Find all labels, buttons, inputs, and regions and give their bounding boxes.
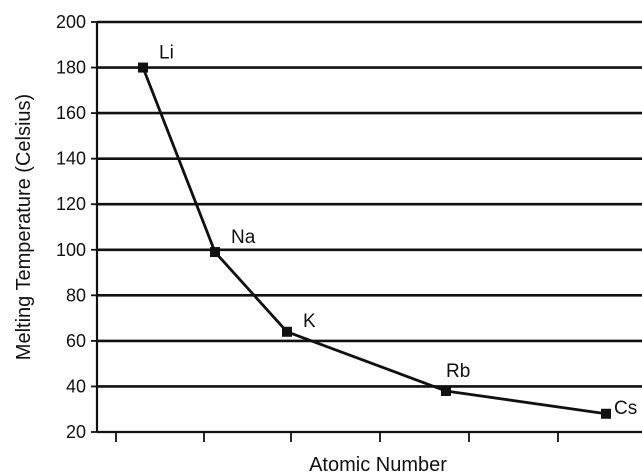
- data-point-rb: [441, 386, 451, 396]
- y-tick-label-160: 160: [56, 103, 86, 123]
- data-point-na: [210, 247, 220, 258]
- x-axis-title: Atomic Number: [309, 454, 447, 474]
- point-label-cs: Cs: [614, 398, 637, 419]
- y-tick-label-140: 140: [56, 149, 86, 169]
- point-label-rb: Rb: [446, 361, 470, 382]
- data-point-cs: [601, 408, 611, 419]
- y-tick-label-200: 200: [56, 12, 86, 32]
- series-layer: [138, 62, 611, 419]
- y-tick-label-180: 180: [56, 58, 86, 78]
- axis-layer: [91, 21, 642, 442]
- y-tick-label-60: 60: [66, 331, 86, 351]
- y-tick-label-80: 80: [66, 285, 86, 305]
- y-tick-label-40: 40: [66, 376, 86, 396]
- y-tick-label-120: 120: [56, 194, 86, 214]
- y-axis-title: Melting Temperature (Celsius): [13, 94, 35, 360]
- label-layer: 20 40 60 80 100 120 140 160 180 200 Li Na K Rb Cs: [56, 12, 637, 442]
- grid-layer: [97, 20, 642, 388]
- point-label-li: Li: [159, 43, 174, 64]
- data-point-k: [282, 326, 292, 337]
- data-point-li: [138, 62, 148, 73]
- point-label-na: Na: [231, 227, 256, 248]
- y-tick-label-100: 100: [56, 240, 86, 260]
- series-line: [141, 67, 607, 416]
- point-label-k: K: [303, 311, 316, 332]
- y-tick-label-20: 20: [66, 422, 86, 442]
